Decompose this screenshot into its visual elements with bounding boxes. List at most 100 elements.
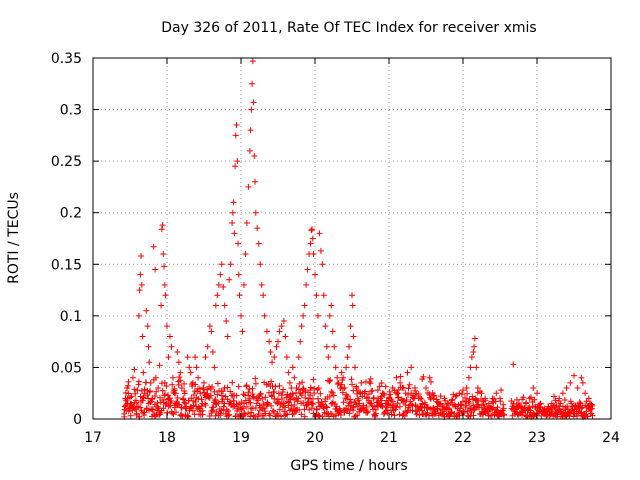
data-point xyxy=(584,413,591,420)
data-point xyxy=(200,384,207,391)
data-point xyxy=(125,390,132,397)
data-point xyxy=(171,390,178,397)
data-point xyxy=(317,390,324,397)
data-point xyxy=(415,395,422,402)
data-point xyxy=(458,391,465,398)
data-point xyxy=(474,398,481,405)
data-point xyxy=(403,409,410,416)
data-point xyxy=(384,401,391,408)
data-point xyxy=(513,396,520,403)
data-point xyxy=(276,406,283,413)
data-point xyxy=(288,385,295,392)
data-point xyxy=(153,388,160,395)
data-point xyxy=(576,399,583,406)
data-point xyxy=(538,413,545,420)
data-point xyxy=(137,271,144,278)
data-point xyxy=(189,379,196,386)
data-point xyxy=(430,395,437,402)
data-point xyxy=(297,338,304,345)
data-point xyxy=(124,400,131,407)
data-point xyxy=(192,354,199,361)
data-point xyxy=(531,396,538,403)
data-point xyxy=(409,402,416,409)
data-point xyxy=(245,183,252,190)
data-point xyxy=(132,397,139,404)
data-point xyxy=(471,343,478,350)
data-point xyxy=(341,385,348,392)
data-point xyxy=(195,395,202,402)
data-point xyxy=(340,399,347,406)
data-point xyxy=(366,378,373,385)
data-point xyxy=(574,385,581,392)
data-point xyxy=(374,387,381,394)
data-point xyxy=(401,413,408,420)
data-point xyxy=(298,392,305,399)
data-point xyxy=(182,400,189,407)
data-point xyxy=(344,354,351,361)
data-point xyxy=(326,378,333,385)
data-point xyxy=(255,411,262,418)
data-point xyxy=(437,393,444,400)
data-point xyxy=(309,235,316,242)
data-point xyxy=(238,406,245,413)
data-point xyxy=(230,397,237,404)
data-point xyxy=(386,388,393,395)
data-point xyxy=(422,401,429,408)
data-point xyxy=(160,250,167,257)
data-point xyxy=(190,402,197,409)
data-point xyxy=(310,250,317,257)
data-point xyxy=(275,412,282,419)
data-point xyxy=(369,387,376,394)
y-tick-label: 0.05 xyxy=(51,360,82,376)
data-point xyxy=(348,376,355,383)
data-point xyxy=(291,402,298,409)
data-point xyxy=(566,412,573,419)
data-point xyxy=(127,405,133,412)
data-point xyxy=(166,395,173,402)
data-point xyxy=(136,287,143,294)
data-point xyxy=(363,404,370,411)
data-point xyxy=(322,323,329,330)
data-point xyxy=(291,410,298,417)
data-point xyxy=(344,395,351,402)
data-point xyxy=(360,405,367,412)
data-point xyxy=(289,364,296,371)
data-point xyxy=(140,369,147,376)
data-point xyxy=(303,402,310,409)
data-point xyxy=(233,122,240,129)
data-point xyxy=(337,411,344,418)
data-point xyxy=(335,379,342,386)
data-point xyxy=(470,412,477,419)
data-point xyxy=(301,302,308,309)
data-point xyxy=(163,382,170,389)
data-point xyxy=(363,395,370,402)
data-point xyxy=(180,395,187,402)
data-point xyxy=(418,395,425,402)
data-point xyxy=(270,408,277,415)
data-point xyxy=(243,220,250,227)
data-point xyxy=(534,390,540,397)
data-point xyxy=(376,383,383,390)
data-point xyxy=(394,400,401,407)
data-point xyxy=(359,393,366,400)
data-point xyxy=(159,222,166,229)
data-point xyxy=(554,409,561,416)
data-point xyxy=(371,403,378,410)
data-point xyxy=(496,409,503,416)
data-point xyxy=(275,338,281,345)
data-point xyxy=(266,389,273,396)
data-point xyxy=(258,281,265,288)
chart-title: Day 326 of 2011, Rate Of TEC Index for r… xyxy=(161,20,536,36)
data-point xyxy=(420,373,427,380)
data-point xyxy=(530,385,537,392)
data-point xyxy=(328,302,335,309)
data-point xyxy=(404,408,411,415)
data-point xyxy=(131,386,138,393)
data-point xyxy=(268,378,275,385)
data-point xyxy=(469,393,476,400)
data-point xyxy=(314,406,321,413)
data-point xyxy=(493,390,500,397)
data-point xyxy=(411,385,418,392)
data-point xyxy=(257,407,264,414)
y-tick-label: 0.1 xyxy=(60,309,82,325)
